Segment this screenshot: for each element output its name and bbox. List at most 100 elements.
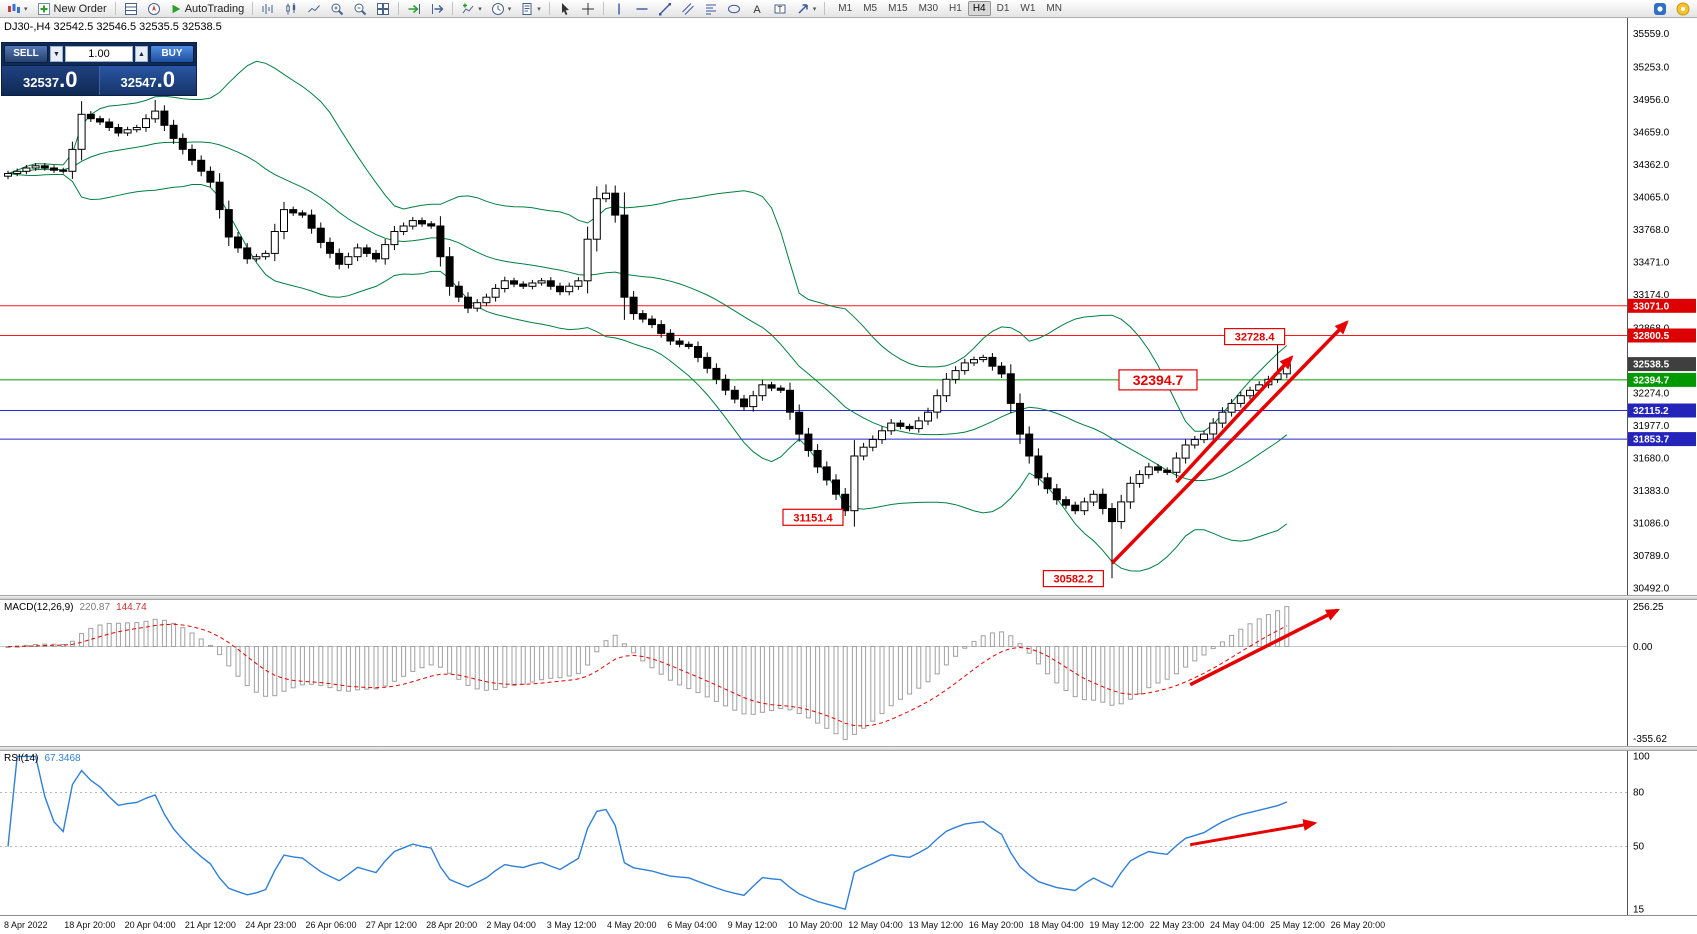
macd-histogram-bar xyxy=(1238,628,1244,647)
macd-chart[interactable]: 256.25 0.00 -355.62 xyxy=(0,600,1697,746)
crosshair-button[interactable] xyxy=(577,1,599,17)
macd-histogram-bar xyxy=(226,646,232,667)
channel-button[interactable] xyxy=(677,1,699,17)
chart-shift-button[interactable] xyxy=(426,1,448,17)
annotation-box[interactable] xyxy=(782,508,844,526)
autotrading-button[interactable]: AutoTrading xyxy=(166,1,249,17)
timeframe-w1[interactable]: W1 xyxy=(1020,3,1036,14)
macd-histogram-bar xyxy=(1054,646,1060,684)
price-chart[interactable]: 32728.4 32394.7 31151.4 30582.2 35559.0 35253… xyxy=(0,18,1697,595)
sell-button[interactable]: SELL xyxy=(4,45,48,63)
candle-bearish xyxy=(997,365,1006,375)
indicators-button[interactable]: ▾ xyxy=(457,1,486,17)
candle-bearish xyxy=(629,296,638,315)
candle-bullish xyxy=(151,110,160,120)
new-chart-button[interactable]: ▾ xyxy=(3,1,32,17)
volume-input[interactable] xyxy=(65,46,133,62)
sell-price[interactable]: 32537.0 xyxy=(2,66,99,95)
timeframe-m30[interactable]: M30 xyxy=(918,3,939,14)
timeframe-h1[interactable]: H1 xyxy=(949,3,962,14)
candle-bullish xyxy=(132,127,141,131)
fibonacci-icon xyxy=(705,4,716,14)
chart-bars-button[interactable] xyxy=(257,1,279,17)
time-axis-label: 4 May 20:00 xyxy=(607,920,657,930)
macd-histogram-bar xyxy=(465,646,471,686)
chart-candles-icon xyxy=(286,2,296,14)
navigator-icon xyxy=(147,2,160,15)
annotation-box[interactable] xyxy=(1042,569,1105,588)
price-axis-tick: 31383.0 xyxy=(1633,486,1670,497)
timeframe-mn[interactable]: MN xyxy=(1046,3,1062,14)
new-order-button[interactable]: New Order xyxy=(33,1,111,17)
annotation-box[interactable] xyxy=(1118,369,1198,391)
timeframe-m5[interactable]: M5 xyxy=(863,3,878,14)
chart-line-button[interactable] xyxy=(303,1,325,17)
trend-arrow[interactable] xyxy=(1175,355,1294,484)
volume-decrease-button[interactable]: ▼ xyxy=(50,46,63,62)
time-axis-label: 21 Apr 12:00 xyxy=(184,920,236,930)
vertical-line-button[interactable] xyxy=(608,1,630,17)
shapes-button[interactable] xyxy=(723,1,745,17)
candle-bearish xyxy=(86,113,95,120)
rsi-chart[interactable]: 100 80 50 15 xyxy=(0,751,1697,915)
auto-scroll-button[interactable] xyxy=(403,1,425,17)
navigator-button[interactable] xyxy=(143,1,165,17)
tile-windows-button[interactable] xyxy=(372,1,394,17)
buy-button[interactable]: BUY xyxy=(150,45,194,63)
text-button[interactable]: A xyxy=(746,1,768,17)
fibonacci-button[interactable] xyxy=(700,1,722,17)
timeframe-d1[interactable]: D1 xyxy=(996,3,1010,14)
macd-axis-tick: 0.00 xyxy=(1633,642,1653,653)
timeframe-m15[interactable]: M15 xyxy=(888,3,908,14)
pane-splitter[interactable] xyxy=(0,595,1697,600)
templates-button[interactable]: ▾ xyxy=(516,1,545,17)
macd-histogram-bar xyxy=(631,646,637,654)
macd-histogram-bar xyxy=(244,646,250,687)
alerts-button[interactable] xyxy=(1672,1,1694,17)
macd-histogram-bar xyxy=(1256,618,1262,647)
candle-bullish xyxy=(1117,501,1126,523)
time-axis-label: 3 May 12:00 xyxy=(546,920,597,930)
volume-increase-button[interactable]: ▲ xyxy=(135,46,148,62)
annotation-box[interactable] xyxy=(1223,328,1286,346)
pane-splitter[interactable] xyxy=(0,746,1697,751)
macd-value-signal: 144.74 xyxy=(116,602,147,613)
candle-bearish xyxy=(215,181,224,211)
label-button[interactable]: T xyxy=(769,1,791,17)
timeframe-h4[interactable]: H4 xyxy=(967,1,991,16)
candle-bullish xyxy=(1135,474,1144,484)
buy-price[interactable]: 32547.0 xyxy=(98,66,196,95)
candle-bearish xyxy=(1006,373,1015,404)
candle-bearish xyxy=(40,165,49,169)
macd-histogram-bar xyxy=(943,646,949,666)
periods-button[interactable]: ▾ xyxy=(487,1,516,17)
candle-bearish xyxy=(786,389,794,413)
candle-bullish xyxy=(914,420,923,430)
macd-histogram-bar xyxy=(851,646,857,735)
macd-histogram-bar xyxy=(309,646,315,685)
trendline-button[interactable] xyxy=(654,1,676,17)
zoom-out-button[interactable] xyxy=(349,1,371,17)
chart-candles-button[interactable] xyxy=(280,1,302,17)
time-axis[interactable]: 8 Apr 2022 18 Apr 20:00 20 Apr 04:00 21 Apr… xyxy=(0,915,1697,934)
arrows-button[interactable]: ▾ xyxy=(792,1,821,17)
timeframe-m1[interactable]: M1 xyxy=(838,3,853,14)
zoom-in-button[interactable] xyxy=(326,1,348,17)
macd-histogram-bar xyxy=(769,646,775,711)
trendline-icon xyxy=(658,2,671,15)
chart-window: 32728.4 32394.7 31151.4 30582.2 35559.0 35253… xyxy=(0,18,1697,934)
market-watch-button[interactable] xyxy=(120,1,142,17)
main-toolbar: ▾ New Order AutoTrading ▾ xyxy=(0,0,1697,18)
trend-arrow[interactable] xyxy=(1189,608,1341,687)
candle-bullish xyxy=(500,280,509,289)
horizontal-line-button[interactable] xyxy=(631,1,653,17)
chevron-down-icon: ▾ xyxy=(507,5,512,13)
macd-histogram-bar xyxy=(723,646,729,707)
community-button[interactable] xyxy=(1649,1,1671,17)
trend-arrow[interactable] xyxy=(1189,819,1318,847)
sell-price-main: 32537 xyxy=(22,75,60,90)
macd-histogram-bar xyxy=(401,646,407,677)
text-icon: A xyxy=(753,4,761,16)
cursor-button[interactable] xyxy=(554,1,576,17)
trend-arrow[interactable] xyxy=(1110,320,1349,565)
